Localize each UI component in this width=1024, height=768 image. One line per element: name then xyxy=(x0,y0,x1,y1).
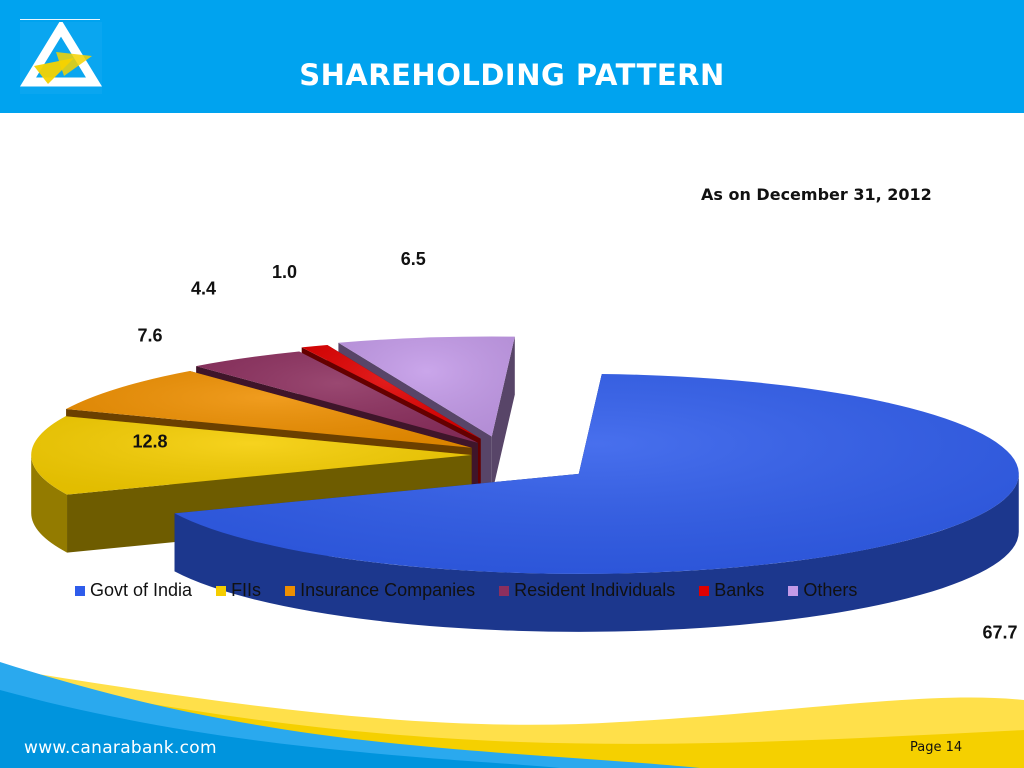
legend-swatch xyxy=(499,585,510,596)
page-number: Page 14 xyxy=(910,740,963,755)
legend-item: Banks xyxy=(699,580,764,601)
footer-url[interactable]: www.canarabank.com xyxy=(24,738,217,758)
legend-item: Govt of India xyxy=(75,580,192,601)
data-label: 6.5 xyxy=(401,249,426,269)
data-label: 1.0 xyxy=(272,262,297,282)
pie-slice-1 xyxy=(31,416,472,553)
header-bar: SHAREHOLDING PATTERN xyxy=(0,0,1024,113)
data-label: 4.4 xyxy=(191,279,216,299)
legend-swatch xyxy=(699,585,710,596)
canara-bank-logo-icon xyxy=(19,19,103,94)
page-title: SHAREHOLDING PATTERN xyxy=(299,58,725,92)
date-label: As on December 31, 2012 xyxy=(701,185,932,204)
legend-item: Others xyxy=(788,580,857,601)
pie-slice-0 xyxy=(174,373,1019,632)
logo-divider xyxy=(20,19,100,20)
legend: Govt of India FIIs Insurance Companies R… xyxy=(75,580,881,601)
legend-item: Resident Individuals xyxy=(499,580,675,601)
data-label: 12.8 xyxy=(132,432,167,452)
legend-item: FIIs xyxy=(216,580,261,601)
legend-swatch xyxy=(285,585,296,596)
legend-swatch xyxy=(75,585,85,596)
legend-label: FIIs xyxy=(231,580,262,600)
legend-label: Insurance Companies xyxy=(300,580,476,600)
legend-label: Govt of India xyxy=(90,580,193,600)
legend-swatch xyxy=(216,585,227,596)
legend-label: Banks xyxy=(714,580,765,600)
legend-label: Others xyxy=(803,580,858,600)
legend-item: Insurance Companies xyxy=(285,580,475,601)
legend-swatch xyxy=(788,585,799,596)
legend-label: Resident Individuals xyxy=(514,580,676,600)
data-label: 67.7 xyxy=(982,622,1017,642)
data-label: 7.6 xyxy=(137,326,162,346)
